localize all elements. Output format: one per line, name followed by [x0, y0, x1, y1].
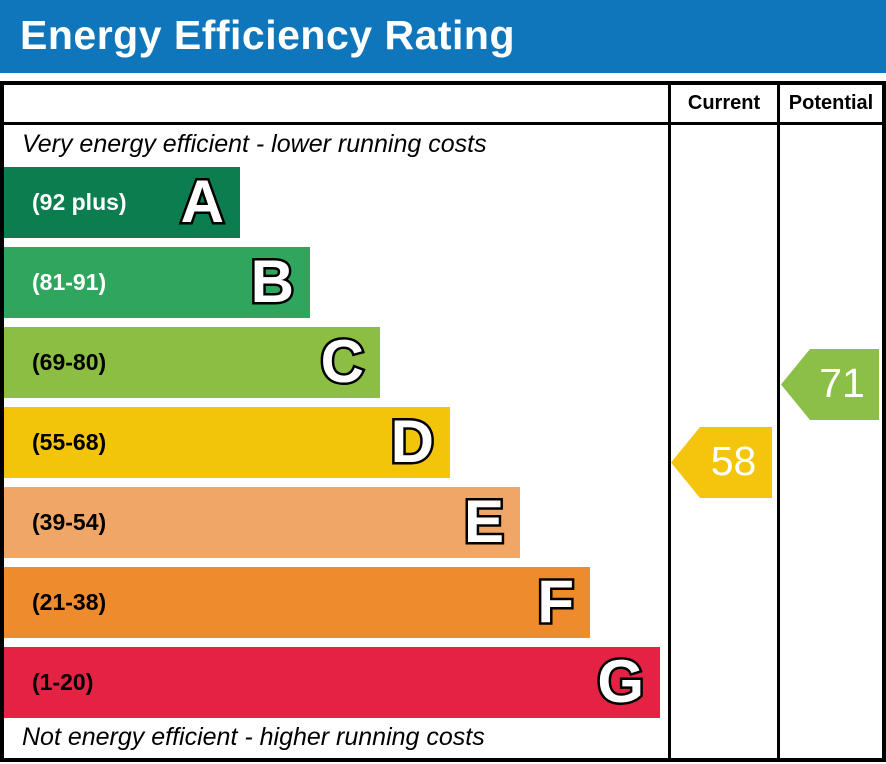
band-letter-g: G	[595, 646, 647, 718]
current-rating-arrow: 58	[671, 427, 772, 498]
band-range-label-b: (81-91)	[32, 269, 107, 295]
band-row-b: (81-91) B	[4, 246, 310, 318]
column-divider-current	[668, 85, 671, 758]
header-row-divider	[4, 122, 882, 125]
potential-rating-value: 71	[819, 360, 865, 406]
band-range-label-g: (1-20)	[32, 669, 94, 695]
bottom-caption: Not energy efficient - higher running co…	[22, 723, 485, 751]
band-range-label-a: (92 plus)	[32, 189, 127, 215]
band-range-label-e: (39-54)	[32, 509, 107, 535]
rating-table: Current Potential Very energy efficient …	[0, 81, 886, 762]
band-row-e: (39-54) E	[4, 486, 520, 558]
top-caption: Very energy efficient - lower running co…	[22, 130, 487, 158]
column-header-potential: Potential	[788, 92, 874, 114]
potential-rating-arrow: 71	[781, 349, 879, 420]
band-row-d: (55-68) D	[4, 406, 450, 478]
column-divider-potential	[777, 85, 780, 758]
current-rating-value: 58	[710, 438, 757, 484]
band-row-a: (92 plus) A	[4, 166, 240, 238]
band-letter-d: D	[388, 406, 436, 478]
band-letter-f: F	[535, 566, 577, 638]
band-range-label-c: (69-80)	[32, 349, 107, 375]
band-range-label-f: (21-38)	[32, 589, 107, 615]
band-letter-e: E	[461, 486, 506, 558]
band-letter-b: B	[248, 246, 296, 318]
band-row-g: (1-20) G	[4, 646, 660, 718]
band-row-f: (21-38) F	[4, 566, 590, 638]
band-letter-c: C	[318, 326, 366, 398]
page-title: Energy Efficiency Rating	[20, 12, 516, 58]
title-bar: Energy Efficiency Rating	[0, 0, 886, 73]
band-letter-a: A	[178, 166, 226, 238]
band-row-c: (69-80) C	[4, 326, 380, 398]
band-range-label-d: (55-68)	[32, 429, 107, 455]
column-header-current: Current	[687, 92, 761, 114]
